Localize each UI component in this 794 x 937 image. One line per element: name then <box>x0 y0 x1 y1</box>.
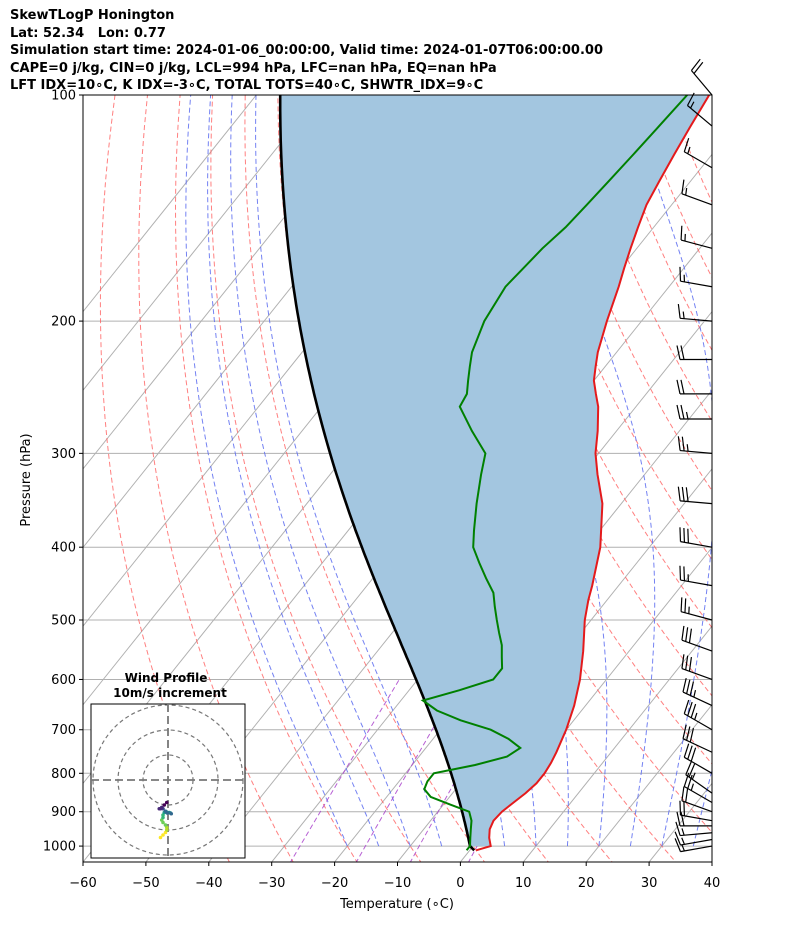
wind-barb <box>677 486 713 505</box>
hodograph-point <box>164 800 169 805</box>
hodograph-point <box>163 809 168 814</box>
wind-barb <box>676 404 712 420</box>
wind-barb <box>683 699 713 731</box>
cin-shading <box>280 95 710 847</box>
indices-line-2: LFT IDX=10∘C, K IDX=-3∘C, TOTAL TOTS=40∘… <box>10 78 484 94</box>
dry-adiabat <box>244 95 486 862</box>
hodograph-title: Wind Profile <box>125 671 208 685</box>
y-tick-label: 600 <box>51 673 76 688</box>
y-tick-label: 800 <box>51 767 76 782</box>
wind-barb <box>683 743 713 774</box>
moist-adiabat <box>230 95 411 847</box>
wind-barb <box>680 597 713 621</box>
hodograph-point <box>161 815 165 820</box>
hodograph: Wind Profile 10m/s increment <box>90 671 246 859</box>
dry-adiabat <box>210 95 422 862</box>
isotherm-gridline <box>83 95 257 313</box>
wind-barb <box>681 786 713 813</box>
mixing-ratio-line <box>355 679 462 862</box>
y-tick-label: 100 <box>51 89 76 104</box>
wind-barb <box>674 831 713 846</box>
x-tick-label: −30 <box>258 876 285 891</box>
y-tick-label: 700 <box>51 723 76 738</box>
indices-line-1: CAPE=0 j/kg, CIN=0 j/kg, LCL=994 hPa, LF… <box>10 60 497 76</box>
wind-barb <box>681 179 713 206</box>
x-tick-label: 40 <box>704 876 721 891</box>
x-tick-label: −20 <box>321 876 348 891</box>
x-tick-label: −10 <box>384 876 411 891</box>
x-tick-label: −40 <box>195 876 222 891</box>
wind-barb <box>686 92 713 127</box>
y-tick-label: 200 <box>51 315 76 330</box>
dry-adiabat <box>505 95 712 561</box>
x-tick-label: −50 <box>132 876 159 891</box>
coordinates-line: Lat: 52.34 Lon: 0.77 <box>10 25 166 41</box>
mixing-ratio-line <box>290 679 400 862</box>
moist-adiabat <box>207 95 380 847</box>
hodograph-point <box>163 823 168 827</box>
x-axis-label: Temperature (∘C) <box>339 897 454 912</box>
wind-barb <box>685 761 713 794</box>
wind-barb <box>681 654 713 681</box>
hodograph-point <box>159 805 164 810</box>
dewpoint-line <box>420 95 688 851</box>
chart-header: SkewTLogP Honington Lat: 52.34 Lon: 0.77… <box>10 7 603 95</box>
wind-barb <box>682 724 713 753</box>
wind-barb <box>677 436 713 454</box>
wind-barb <box>679 266 713 288</box>
station-title: SkewTLogP Honington <box>10 8 175 23</box>
y-tick-label: 1000 <box>43 840 76 855</box>
x-tick-label: 0 <box>456 876 464 891</box>
wind-barb <box>679 565 713 587</box>
y-tick-label: 300 <box>51 447 76 462</box>
isotherm-gridline <box>522 625 712 862</box>
moist-adiabat <box>185 95 348 847</box>
moist-adiabat <box>628 95 712 847</box>
wind-barb <box>676 811 712 827</box>
wind-barb <box>683 137 713 169</box>
x-tick-label: −60 <box>69 876 96 891</box>
wind-barb <box>680 225 713 249</box>
x-tick-label: 30 <box>641 876 658 891</box>
hodograph-point <box>164 828 169 832</box>
y-tick-label: 900 <box>51 805 76 820</box>
time-line: Simulation start time: 2024-01-06_00:00:… <box>10 43 603 59</box>
hodograph-subtitle: 10m/s increment <box>113 686 227 700</box>
wind-barb <box>679 527 713 548</box>
hodograph-point <box>169 811 174 816</box>
wind-barb <box>675 821 713 837</box>
y-tick-label: 500 <box>51 613 76 628</box>
y-axis-label: Pressure (hPa) <box>19 433 34 526</box>
wind-barb <box>683 772 713 804</box>
wind-barb <box>676 379 712 395</box>
wind-barb <box>682 677 713 707</box>
x-tick-label: 10 <box>515 876 532 891</box>
dry-adiabat <box>667 95 712 204</box>
parcel-profile-line <box>278 95 476 852</box>
moist-adiabat <box>255 95 443 847</box>
dry-adiabat <box>174 95 358 862</box>
wind-barb <box>679 800 713 822</box>
wind-barb <box>690 58 713 96</box>
isotherm-gridline <box>83 95 320 392</box>
wind-barb <box>676 345 712 361</box>
temperature-line <box>475 95 711 852</box>
dry-adiabat <box>537 95 712 492</box>
y-tick-label: 400 <box>51 541 76 556</box>
wind-barb <box>674 838 713 853</box>
wind-barb <box>677 304 713 322</box>
hodograph-point <box>158 835 163 840</box>
isotherm-gridline <box>711 861 712 862</box>
wind-barb <box>681 625 713 652</box>
dry-adiabat <box>570 95 712 423</box>
isotherm-gridline <box>648 782 712 862</box>
moist-adiabat <box>725 61 794 847</box>
hodograph-point <box>161 833 165 837</box>
moist-adiabat <box>529 95 656 847</box>
hodograph-point <box>162 803 167 807</box>
x-tick-label: 20 <box>578 876 595 891</box>
isotherm-gridline <box>333 389 712 862</box>
wind-barbs <box>674 58 713 853</box>
